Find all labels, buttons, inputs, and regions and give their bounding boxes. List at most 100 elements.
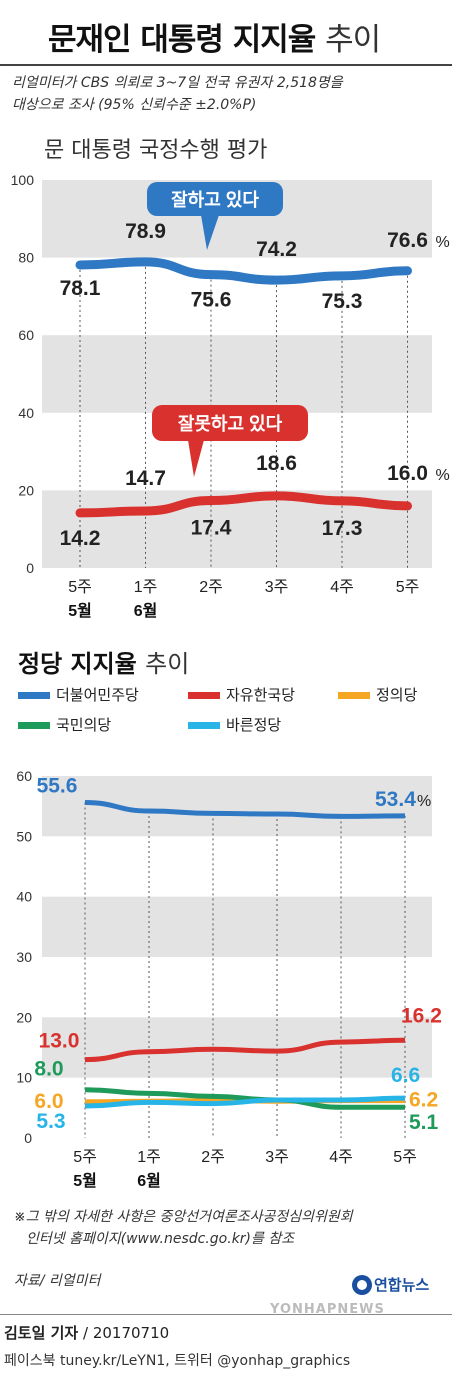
y-tick-label: 60 (16, 768, 32, 784)
x-tick-label: 4주 (329, 1149, 353, 1166)
data-label: 74.2 (256, 238, 297, 261)
x-month-label: 5월 (68, 602, 92, 620)
main-title-sub: 추이 (325, 22, 381, 58)
legend-item: 정의당 (338, 684, 417, 705)
footnote-line2: 인터넷 홈페이지(www.nesdc.go.kr)를 참조 (26, 1231, 295, 1247)
x-tick-label: 5주 (396, 579, 420, 596)
data-label: 8.0 (34, 1058, 63, 1081)
series-line (84, 800, 406, 819)
footnote-line1: ※그 밖의 자세한 사항은 중앙선거여론조사공정심의위원회 (14, 1209, 353, 1225)
y-tick-label: 40 (18, 405, 34, 421)
main-title: 문재인 대통령 지지율 추이 (48, 14, 381, 59)
x-tick-label: 5주 (68, 579, 92, 596)
watermark: YONHAPNEWS (270, 1302, 385, 1317)
unit-label: % (436, 467, 450, 484)
callout-good-box (147, 182, 283, 216)
data-label: 14.7 (125, 467, 166, 490)
series-line (75, 491, 412, 518)
y-tick-label: 100 (11, 172, 35, 188)
chart1-title: 문 대통령 국정수행 평가 (44, 138, 268, 163)
series-line (84, 1095, 406, 1109)
chart2-title: 정당 지지율 추이 (18, 644, 189, 679)
callout-bad-text: 잘못하고 있다 (178, 414, 283, 434)
x-tick-label: 3주 (265, 579, 289, 596)
y-tick-label: 80 (18, 250, 34, 266)
y-tick-label: 10 (16, 1070, 32, 1086)
data-label: 5.1 (409, 1111, 439, 1134)
x-tick-label: 1주 (137, 1149, 161, 1166)
callout-bad-pointer (188, 440, 204, 477)
x-tick-label: 2주 (201, 1149, 225, 1166)
x-month-label: 6월 (137, 1172, 161, 1190)
legend-swatch (18, 692, 50, 699)
title-area: 문재인 대통령 지지율 추이 (0, 0, 452, 66)
chart2-title-bold: 정당 지지율 (18, 650, 137, 678)
data-label: 75.6 (191, 289, 232, 312)
yonhap-logo-text: 연합뉴스 (374, 1276, 430, 1294)
y-tick-label: 0 (24, 1130, 32, 1146)
callout-bad-box (152, 405, 308, 441)
unit-label: % (417, 793, 431, 810)
data-label: 6.2 (409, 1089, 438, 1112)
data-label: 78.9 (125, 220, 166, 243)
x-month-label: 6월 (134, 602, 158, 620)
data-label: 18.6 (256, 452, 297, 475)
legend-swatch (188, 722, 220, 729)
reporter-date: / 20170710 (78, 1324, 170, 1342)
legend-label: 국민의당 (56, 716, 112, 734)
y-tick-label: 30 (16, 949, 32, 965)
x-tick-label: 3주 (265, 1149, 289, 1166)
legend-swatch (18, 722, 50, 729)
survey-description-line2: 대상으로 조사 (95% 신뢰수준 ±2.0%P) (12, 97, 257, 113)
legend-swatch (188, 692, 220, 699)
legend-label: 더불어민주당 (56, 686, 139, 704)
data-label: 16.2 (401, 1004, 442, 1027)
data-label: 78.1 (60, 277, 101, 300)
x-tick-label: 5주 (393, 1149, 417, 1166)
x-tick-label: 1주 (134, 579, 158, 596)
series-line (84, 1037, 406, 1063)
data-label: 16.0 (387, 462, 428, 485)
survey-description-line1: 리얼미터가 CBS 의뢰로 3~7일 전국 유권자 2,518명을 (12, 75, 343, 91)
data-label: 55.6 (37, 775, 78, 798)
approval-chart: 0 20 40 60 80 100 5주 5월 1주 6월 2주 3주 4주 5주 78.1 78.9 75.6… (11, 172, 450, 620)
social-links: 페이스북 tuney.kr/LeYN1, 트위터 @yonhap_graphic… (4, 1353, 351, 1369)
y-tick-label: 0 (26, 560, 34, 576)
data-label: 53.4 (375, 788, 416, 811)
grid-band (42, 776, 432, 837)
callout-good-pointer (201, 215, 219, 250)
series-line (84, 1087, 405, 1110)
legend-item: 자유한국당 (188, 684, 295, 705)
data-label: 6.6 (391, 1064, 420, 1087)
party-support-chart: 0 10 20 30 40 50 60 5주 5월 1주 6월 2주 3주 4주 5주 55.6 53.4 13.… (16, 768, 442, 1190)
chart2-title-sub: 추이 (145, 650, 190, 678)
source-label: 자료/ 리얼미터 (14, 1273, 101, 1289)
legend-item: 바른정당 (188, 714, 281, 735)
x-month-label: 5월 (73, 1172, 97, 1190)
data-label: 17.4 (191, 516, 232, 539)
credit-divider (0, 1314, 452, 1315)
legend-item: 국민의당 (18, 714, 111, 735)
data-label: 5.3 (36, 1110, 65, 1133)
grid-band (42, 335, 432, 413)
legend-label: 자유한국당 (226, 686, 296, 704)
grid-band (42, 896, 432, 957)
reporter-line: 김토일 기자 / 20170710 (4, 1322, 169, 1343)
legend-label: 바른정당 (226, 716, 282, 734)
reporter-name: 김토일 기자 (4, 1324, 79, 1342)
y-tick-label: 60 (18, 327, 34, 343)
data-label: 17.3 (322, 517, 363, 540)
legend-swatch (338, 692, 370, 699)
yonhap-logo (352, 1275, 372, 1295)
y-tick-label: 20 (18, 482, 34, 498)
data-label: 75.3 (322, 290, 363, 313)
series-line (75, 257, 412, 285)
legend-label: 정의당 (376, 686, 418, 704)
callout-good-text: 잘하고 있다 (171, 190, 259, 210)
y-tick-label: 20 (16, 1009, 32, 1025)
main-title-bold: 문재인 대통령 지지율 (48, 22, 316, 58)
title-divider (0, 64, 452, 66)
unit-label: % (436, 234, 450, 251)
data-label: 76.6 (387, 229, 428, 252)
data-label: 13.0 (39, 1030, 80, 1053)
